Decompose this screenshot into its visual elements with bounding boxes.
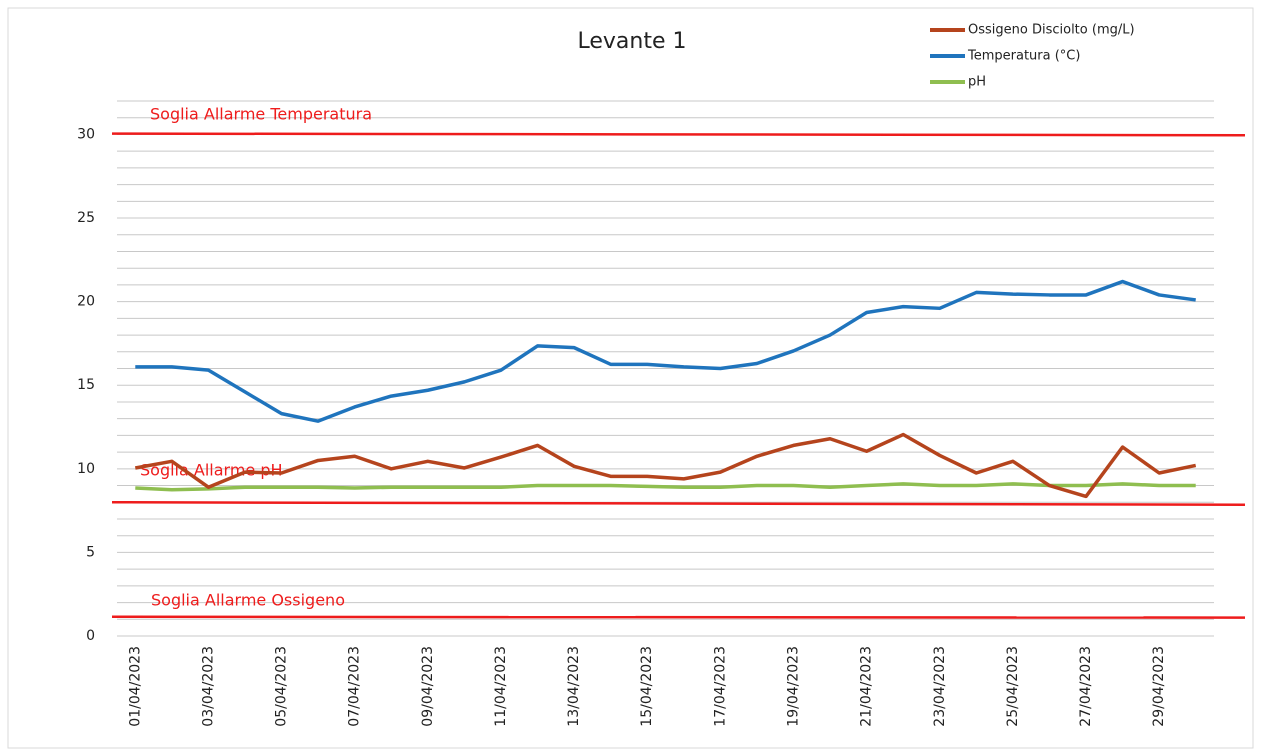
x-tick-label: 29/04/2023 [1151,646,1167,727]
y-tick-label: 30 [77,126,95,142]
y-tick-label: 0 [86,628,95,644]
x-tick-label: 27/04/2023 [1078,646,1094,727]
x-tick-label: 07/04/2023 [347,646,363,727]
x-tick-label: 25/04/2023 [1005,646,1021,727]
x-tick-label: 03/04/2023 [200,646,216,727]
threshold-label: Soglia Allarme Ossigeno [151,591,345,610]
y-tick-label: 20 [77,294,95,310]
x-tick-label: 23/04/2023 [932,646,948,727]
chart-title: Levante 1 [577,29,686,54]
x-tick-label: 15/04/2023 [639,646,655,727]
threshold-label: Soglia Allarme Temperatura [150,105,372,124]
threshold-line [111,132,1246,137]
x-tick-label: 19/04/2023 [785,646,801,727]
chart-frame [7,7,1254,749]
y-tick-label: 5 [86,544,95,560]
x-tick-label: 11/04/2023 [493,646,509,727]
x-tick-label: 01/04/2023 [127,646,143,727]
x-tick-label: 17/04/2023 [712,646,728,727]
legend-label: pH [968,75,986,90]
series-line [135,279,1196,423]
x-tick-label: 13/04/2023 [566,646,582,727]
x-tick-label: 05/04/2023 [274,646,290,727]
threshold-line [111,615,1246,619]
series-line [134,432,1197,499]
legend-label: Ossigeno Disciolto (mg/L) [968,23,1135,38]
series-line [135,482,1196,492]
y-tick-label: 25 [77,210,95,226]
x-tick-label: 09/04/2023 [420,646,436,727]
y-tick-label: 10 [77,461,95,477]
threshold-line [111,501,1246,507]
x-tick-label: 21/04/2023 [859,646,875,727]
y-tick-label: 15 [77,377,95,393]
legend-label: Temperatura (°C) [967,49,1080,64]
